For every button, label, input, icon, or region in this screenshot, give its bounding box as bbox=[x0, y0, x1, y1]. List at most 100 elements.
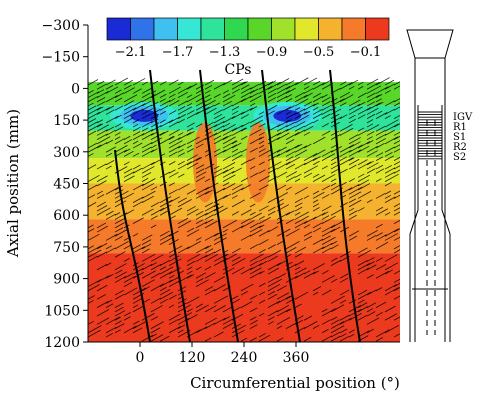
streak-1071 bbox=[249, 319, 258, 325]
streak-385 bbox=[348, 141, 361, 149]
streak-285 bbox=[222, 124, 236, 132]
streak-1025 bbox=[285, 308, 292, 313]
streak-323 bbox=[375, 130, 386, 136]
streak-345 bbox=[375, 133, 387, 141]
inlet-bellmouth bbox=[406, 29, 454, 59]
streak-201 bbox=[303, 110, 311, 115]
streak-168 bbox=[231, 106, 240, 111]
streak-574 bbox=[348, 184, 360, 191]
streak-392 bbox=[123, 148, 131, 153]
streak-249 bbox=[366, 119, 374, 124]
streak-453 bbox=[384, 155, 394, 162]
streak-1072 bbox=[267, 320, 274, 325]
streak-121 bbox=[312, 96, 323, 103]
streak-788 bbox=[249, 243, 259, 250]
streak-1100 bbox=[195, 326, 208, 334]
streak-312 bbox=[231, 127, 247, 136]
streak-435 bbox=[348, 149, 362, 157]
streak-467 bbox=[330, 161, 337, 166]
streak-114 bbox=[222, 94, 236, 103]
streak-586 bbox=[312, 190, 320, 195]
x-tick-label: 0 bbox=[136, 350, 145, 366]
streak-616 bbox=[177, 197, 188, 204]
streak-762 bbox=[240, 234, 252, 241]
streak-1121 bbox=[375, 329, 390, 338]
colorbar-swatch-10 bbox=[341, 17, 366, 41]
streak-1052 bbox=[267, 316, 275, 321]
streak-256 bbox=[159, 119, 174, 128]
streak-23 bbox=[339, 81, 347, 86]
streak-282 bbox=[186, 127, 194, 132]
streak-517 bbox=[159, 171, 170, 178]
streak-502 bbox=[195, 168, 205, 174]
streak-698 bbox=[204, 218, 214, 225]
wake-column-0 bbox=[193, 122, 217, 203]
streak-769 bbox=[393, 236, 400, 241]
streak-968 bbox=[88, 295, 95, 300]
streak-350 bbox=[123, 139, 133, 145]
streak-244 bbox=[285, 119, 293, 124]
streak-533 bbox=[123, 175, 135, 183]
streak-83 bbox=[159, 93, 167, 99]
streak-92 bbox=[267, 92, 277, 99]
streak-428 bbox=[267, 149, 281, 157]
streak-155 bbox=[393, 102, 400, 107]
streak-862 bbox=[141, 264, 153, 271]
streak-251 bbox=[96, 123, 104, 128]
streak-544 bbox=[321, 173, 336, 183]
streak-654 bbox=[357, 207, 365, 212]
streak-848 bbox=[186, 260, 196, 267]
streak-721 bbox=[312, 222, 323, 229]
streak-13 bbox=[231, 78, 244, 86]
streak-49 bbox=[357, 86, 364, 90]
streak-578 bbox=[114, 189, 124, 195]
streak-829 bbox=[186, 253, 201, 262]
streak-477 bbox=[141, 161, 155, 170]
streak-700 bbox=[258, 216, 271, 225]
streak-846 bbox=[159, 260, 170, 267]
streak-757 bbox=[141, 234, 153, 241]
streak-528 bbox=[312, 173, 320, 178]
streak-96 bbox=[303, 92, 313, 99]
streak-864 bbox=[159, 266, 167, 271]
streak-296 bbox=[375, 125, 386, 132]
contour-band-6 bbox=[88, 253, 400, 342]
streak-980 bbox=[294, 291, 309, 300]
streak-954 bbox=[123, 287, 138, 296]
streak-61 bbox=[168, 86, 181, 94]
streak-657 bbox=[96, 207, 111, 216]
streak-613 bbox=[141, 195, 155, 204]
colorbar-tick-label: −0.1 bbox=[350, 45, 382, 60]
streak-87 bbox=[204, 94, 211, 99]
streak-1058 bbox=[357, 315, 368, 321]
streak-197 bbox=[267, 110, 275, 115]
streak-728 bbox=[222, 228, 229, 233]
streak-786 bbox=[186, 240, 201, 250]
streak-705 bbox=[321, 215, 336, 225]
streak-785 bbox=[141, 243, 152, 250]
streak-973 bbox=[168, 294, 177, 300]
streak-274 bbox=[393, 123, 400, 128]
streak-504 bbox=[222, 166, 235, 174]
streak-819 bbox=[267, 249, 281, 258]
streak-618 bbox=[267, 197, 278, 204]
streak-399 bbox=[213, 148, 221, 153]
streak-708 bbox=[96, 222, 107, 229]
streak-1003 bbox=[132, 304, 139, 309]
streak-58 bbox=[132, 88, 142, 94]
streak-951 bbox=[384, 284, 397, 292]
streak-902 bbox=[150, 272, 161, 279]
streak-426 bbox=[231, 150, 242, 157]
streak-448 bbox=[321, 153, 335, 162]
streak-11 bbox=[204, 79, 215, 86]
vortex-line-3 bbox=[329, 69, 361, 342]
low-pressure-zone-1-ring-2 bbox=[273, 109, 302, 122]
streak-931 bbox=[159, 279, 173, 288]
streak-601 bbox=[276, 192, 289, 199]
streak-642 bbox=[96, 205, 108, 212]
streak-119 bbox=[285, 98, 293, 103]
streak-302 bbox=[132, 131, 141, 136]
streak-310 bbox=[213, 128, 226, 136]
colorbar: −2.1 −1.7 −1.3 −0.9 −0.5 −0.1 bbox=[106, 17, 390, 60]
streak-908 bbox=[249, 271, 263, 279]
